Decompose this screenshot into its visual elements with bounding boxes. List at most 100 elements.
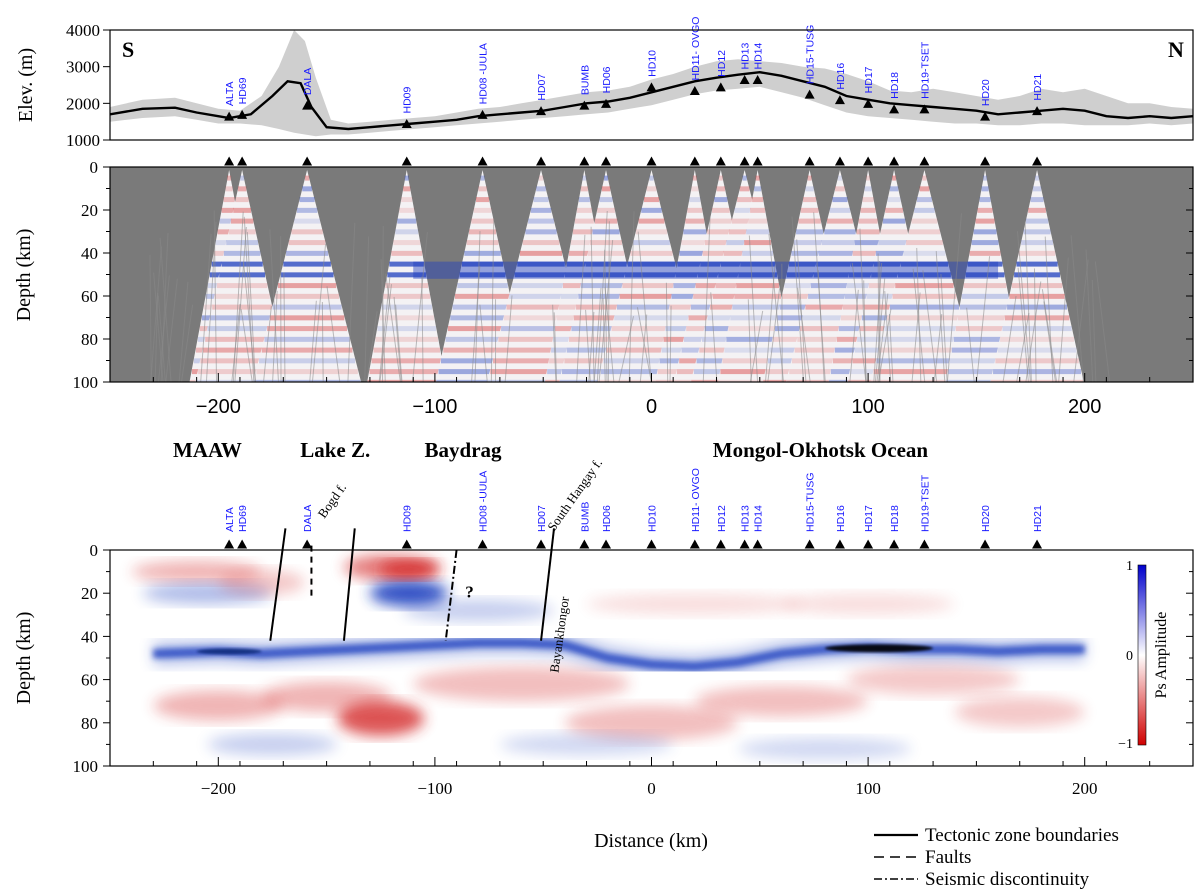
- cone-stripe: [635, 229, 668, 235]
- cone-stripe: [299, 197, 315, 203]
- moho-line: [153, 638, 1085, 672]
- cone-stripe: [261, 347, 353, 353]
- ray-streak: [940, 273, 948, 382]
- cone-stripe: [603, 358, 700, 364]
- cone-stripe: [689, 197, 701, 203]
- ray-streak: [1025, 281, 1042, 382]
- cone-stripe: [473, 207, 492, 213]
- cone-stripe: [955, 326, 1015, 332]
- cone-stripe: [395, 229, 419, 235]
- ray-streak: [602, 298, 606, 382]
- station-label: HD11- OVGO: [690, 468, 702, 532]
- station-marker: [834, 156, 845, 166]
- cone-stripe: [587, 250, 625, 256]
- region-label: Lake Z.: [300, 438, 370, 462]
- seismic-discontinuity-line: [444, 549, 458, 641]
- ray-streak: [748, 235, 759, 382]
- cone-stripe: [438, 369, 527, 375]
- ray-streak: [154, 292, 159, 382]
- cone-stripe: [885, 207, 903, 213]
- cone-stripe: [373, 347, 441, 353]
- ray-streak: [180, 304, 194, 382]
- cone-stripe: [389, 261, 425, 267]
- ray-streak: [283, 272, 286, 382]
- legend: Tectonic zone boundaries Faults Seismic …: [874, 825, 1119, 890]
- station-label: HD17: [863, 505, 875, 532]
- station-cone: [195, 170, 289, 382]
- region-label: Mongol-Okhotsk Ocean: [713, 438, 929, 462]
- cone-stripe: [807, 175, 812, 181]
- ray-streak: [1033, 268, 1037, 382]
- cone-stripe: [574, 218, 594, 224]
- ray-streak: [593, 287, 602, 382]
- x-axis-label: Distance (km): [594, 830, 708, 852]
- cone-stripe: [457, 283, 508, 289]
- station-marker: [919, 156, 930, 166]
- ray-streak: [1024, 222, 1032, 382]
- station-marker: [601, 539, 612, 549]
- ray-streak: [1073, 259, 1089, 382]
- cone-stripe: [880, 229, 908, 235]
- ccp-single-y-tick-label: 20: [81, 201, 98, 220]
- ccp-single-y-tick-label: 60: [81, 287, 98, 306]
- ccp-stacked-y-tick-label: 80: [81, 714, 98, 733]
- cone-stripe: [1004, 315, 1070, 321]
- ray-streak: [232, 211, 244, 382]
- cone-stripe: [752, 197, 764, 203]
- cone-stripe: [235, 197, 249, 203]
- ray-streak: [639, 314, 648, 382]
- station-label: HD15-TUSG: [805, 25, 817, 85]
- cone-stripe: [959, 304, 1011, 310]
- ccp-stacked-y-tick-label: 100: [73, 757, 99, 776]
- cone-stripe: [691, 186, 699, 192]
- cone-stripe: [198, 369, 287, 375]
- station-marker: [302, 100, 313, 110]
- cone-stripe: [740, 261, 776, 267]
- station-label: HD19-TSET: [919, 41, 931, 99]
- cone-stripe: [291, 229, 323, 235]
- cone-stripe: [949, 358, 1021, 364]
- cone-stripe: [267, 326, 348, 332]
- cone-stripe: [367, 379, 446, 382]
- cone-stripe: [718, 175, 723, 181]
- cone-stripe: [734, 293, 781, 299]
- amplitude-blob: [738, 737, 912, 760]
- station-label: HD17: [863, 66, 875, 93]
- station-marker: [752, 75, 763, 84]
- ccp-stacked-x-tick-label: 100: [855, 779, 881, 798]
- cone-stripe: [304, 175, 310, 181]
- station-label: HD20: [980, 505, 992, 532]
- cone-stripe: [709, 218, 733, 224]
- station-marker: [715, 82, 726, 92]
- moho-strong-patch-west: [196, 648, 262, 655]
- ray-streak: [764, 265, 776, 382]
- cone-stripe: [478, 186, 487, 192]
- elevation-profile-line: [110, 70, 1193, 131]
- ray-streak: [768, 233, 784, 382]
- cone-stripe: [681, 240, 709, 246]
- station-marker: [919, 104, 930, 114]
- cone-stripe: [683, 229, 707, 235]
- cone-stripe: [983, 175, 988, 181]
- station-marker: [863, 98, 874, 108]
- cone-stripe: [371, 358, 442, 364]
- cone-stripe: [580, 283, 632, 289]
- amplitude-blob: [694, 686, 869, 717]
- cone-stripe: [818, 250, 862, 256]
- cone-stripe: [786, 272, 833, 278]
- cone-stripe: [791, 250, 828, 256]
- cone-stripe: [256, 369, 358, 375]
- cone-stripe: [576, 207, 592, 213]
- ccp-single-y-tick-label: 0: [90, 158, 99, 177]
- ccp-single-x-tick-label: −200: [196, 396, 241, 418]
- ray-streak: [412, 232, 428, 382]
- elevation-y-tick-label: 4000: [66, 21, 100, 40]
- cone-stripe: [226, 240, 259, 246]
- ray-streak: [873, 262, 883, 382]
- cone-stripe: [832, 197, 848, 203]
- cone-stripe: [614, 315, 689, 321]
- ray-streak: [604, 287, 615, 382]
- cone-stripe: [461, 261, 504, 267]
- cone-stripe: [597, 207, 615, 213]
- station-label: HD15-TUSG: [805, 472, 817, 532]
